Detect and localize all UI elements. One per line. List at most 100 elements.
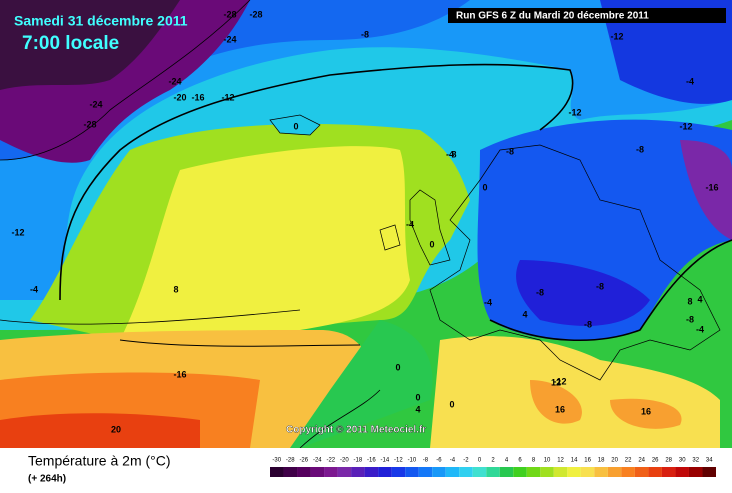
contour-label: -4 <box>406 219 414 229</box>
scale-swatch <box>634 467 649 477</box>
contour-label: -8 <box>686 314 694 324</box>
scale-label: -14 <box>381 458 390 464</box>
legend-lead: (+ 264h) <box>28 474 66 485</box>
scale-label: 8 <box>532 458 536 464</box>
contour-label: -28 <box>223 9 236 19</box>
scale-label: 16 <box>584 458 591 464</box>
scale-label: -10 <box>408 458 417 464</box>
contour-label: 8 <box>451 149 456 159</box>
contour-label: 0 <box>449 399 454 409</box>
scale-swatch <box>283 467 298 477</box>
scale-swatch <box>310 467 325 477</box>
scale-swatch <box>594 467 608 477</box>
scale-label: 4 <box>505 458 509 464</box>
scale-swatch <box>648 467 662 477</box>
scale-label: -22 <box>326 458 335 464</box>
scale-label: -8 <box>423 458 429 464</box>
scale-swatch <box>391 467 406 477</box>
contour-label: -28 <box>249 9 262 19</box>
scale-label: -20 <box>340 458 349 464</box>
contour-label: 4 <box>415 404 420 414</box>
scale-swatch <box>486 467 500 477</box>
scale-label: 30 <box>679 458 686 464</box>
scale-label: 10 <box>544 458 551 464</box>
contour-label: -4 <box>446 149 454 159</box>
scale-swatch <box>378 467 392 477</box>
contour-label: 4 <box>697 294 702 304</box>
contour-label: -16 <box>705 182 718 192</box>
contour-label: -8 <box>596 281 604 291</box>
scale-label: 34 <box>706 458 713 464</box>
contour-label: -24 <box>89 99 102 109</box>
contour-label: 16 <box>641 406 651 416</box>
contour-label: -12 <box>553 376 566 386</box>
scale-label: 28 <box>665 458 672 464</box>
contour-label: 12 <box>551 377 561 387</box>
scale-swatch <box>580 467 595 477</box>
contour-label: -8 <box>636 144 644 154</box>
contour-label: -12 <box>221 92 234 102</box>
scale-swatch <box>432 467 446 477</box>
scale-label: -12 <box>394 458 403 464</box>
run-info: Run GFS 6 Z du Mardi 20 décembre 2011 <box>456 11 649 22</box>
contour-label: -16 <box>173 369 186 379</box>
scale-swatch <box>337 467 352 477</box>
contour-label: -16 <box>191 92 204 102</box>
scale-swatch <box>472 467 487 477</box>
contour-label: 0 <box>293 121 298 131</box>
contour-label: -28 <box>83 119 96 129</box>
copyright: Copyright © 2011 Meteociel.fr <box>286 425 426 436</box>
scale-swatch <box>499 467 514 477</box>
contour-label: 0 <box>429 239 434 249</box>
scale-label: 32 <box>692 458 699 464</box>
scale-swatch <box>459 467 473 477</box>
map-time: 7:00 locale <box>22 33 119 54</box>
scale-label: -24 <box>313 458 322 464</box>
scale-label: 26 <box>652 458 659 464</box>
contour-label: 16 <box>555 404 565 414</box>
scale-label: -30 <box>272 458 281 464</box>
contour-label: -24 <box>223 34 236 44</box>
scale-label: 0 <box>478 458 482 464</box>
contour-label: -12 <box>568 107 581 117</box>
contour-label: 8 <box>173 284 178 294</box>
scale-label: -18 <box>354 458 363 464</box>
scale-label: 14 <box>571 458 578 464</box>
contour-label: 0 <box>415 392 420 402</box>
contour-label: -12 <box>11 227 24 237</box>
scale-swatch <box>364 467 379 477</box>
scale-swatch <box>567 467 581 477</box>
scale-label: -6 <box>436 458 442 464</box>
scale-swatch <box>702 467 716 477</box>
contour-label: -4 <box>696 324 704 334</box>
scale-swatch <box>513 467 527 477</box>
scale-label: 20 <box>611 458 618 464</box>
scale-swatch <box>607 467 622 477</box>
scale-label: -2 <box>463 458 469 464</box>
scale-swatch <box>405 467 419 477</box>
scale-swatch <box>621 467 635 477</box>
scale-label: 18 <box>598 458 605 464</box>
contour-label: -8 <box>506 146 514 156</box>
legend-title: Température à 2m (°C) <box>28 453 171 469</box>
scale-label: 2 <box>491 458 495 464</box>
scale-label: -16 <box>367 458 376 464</box>
contour-label: -24 <box>168 76 181 86</box>
contour-label: -12 <box>610 31 623 41</box>
contour-label: -12 <box>679 121 692 131</box>
scale-swatch <box>270 467 284 477</box>
run-box <box>448 8 726 23</box>
contour-label: 8 <box>687 296 692 306</box>
scale-swatch <box>675 467 689 477</box>
contour-label: -8 <box>361 29 369 39</box>
map-title: Samedi 31 décembre 2011 <box>14 13 188 29</box>
scale-swatch <box>445 467 460 477</box>
scale-swatch <box>661 467 676 477</box>
scale-label: 22 <box>625 458 632 464</box>
contour-label: 4 <box>522 309 527 319</box>
scale-swatch <box>351 467 365 477</box>
contour-label: -8 <box>584 319 592 329</box>
scale-label: 6 <box>518 458 522 464</box>
scale-swatch <box>418 467 433 477</box>
